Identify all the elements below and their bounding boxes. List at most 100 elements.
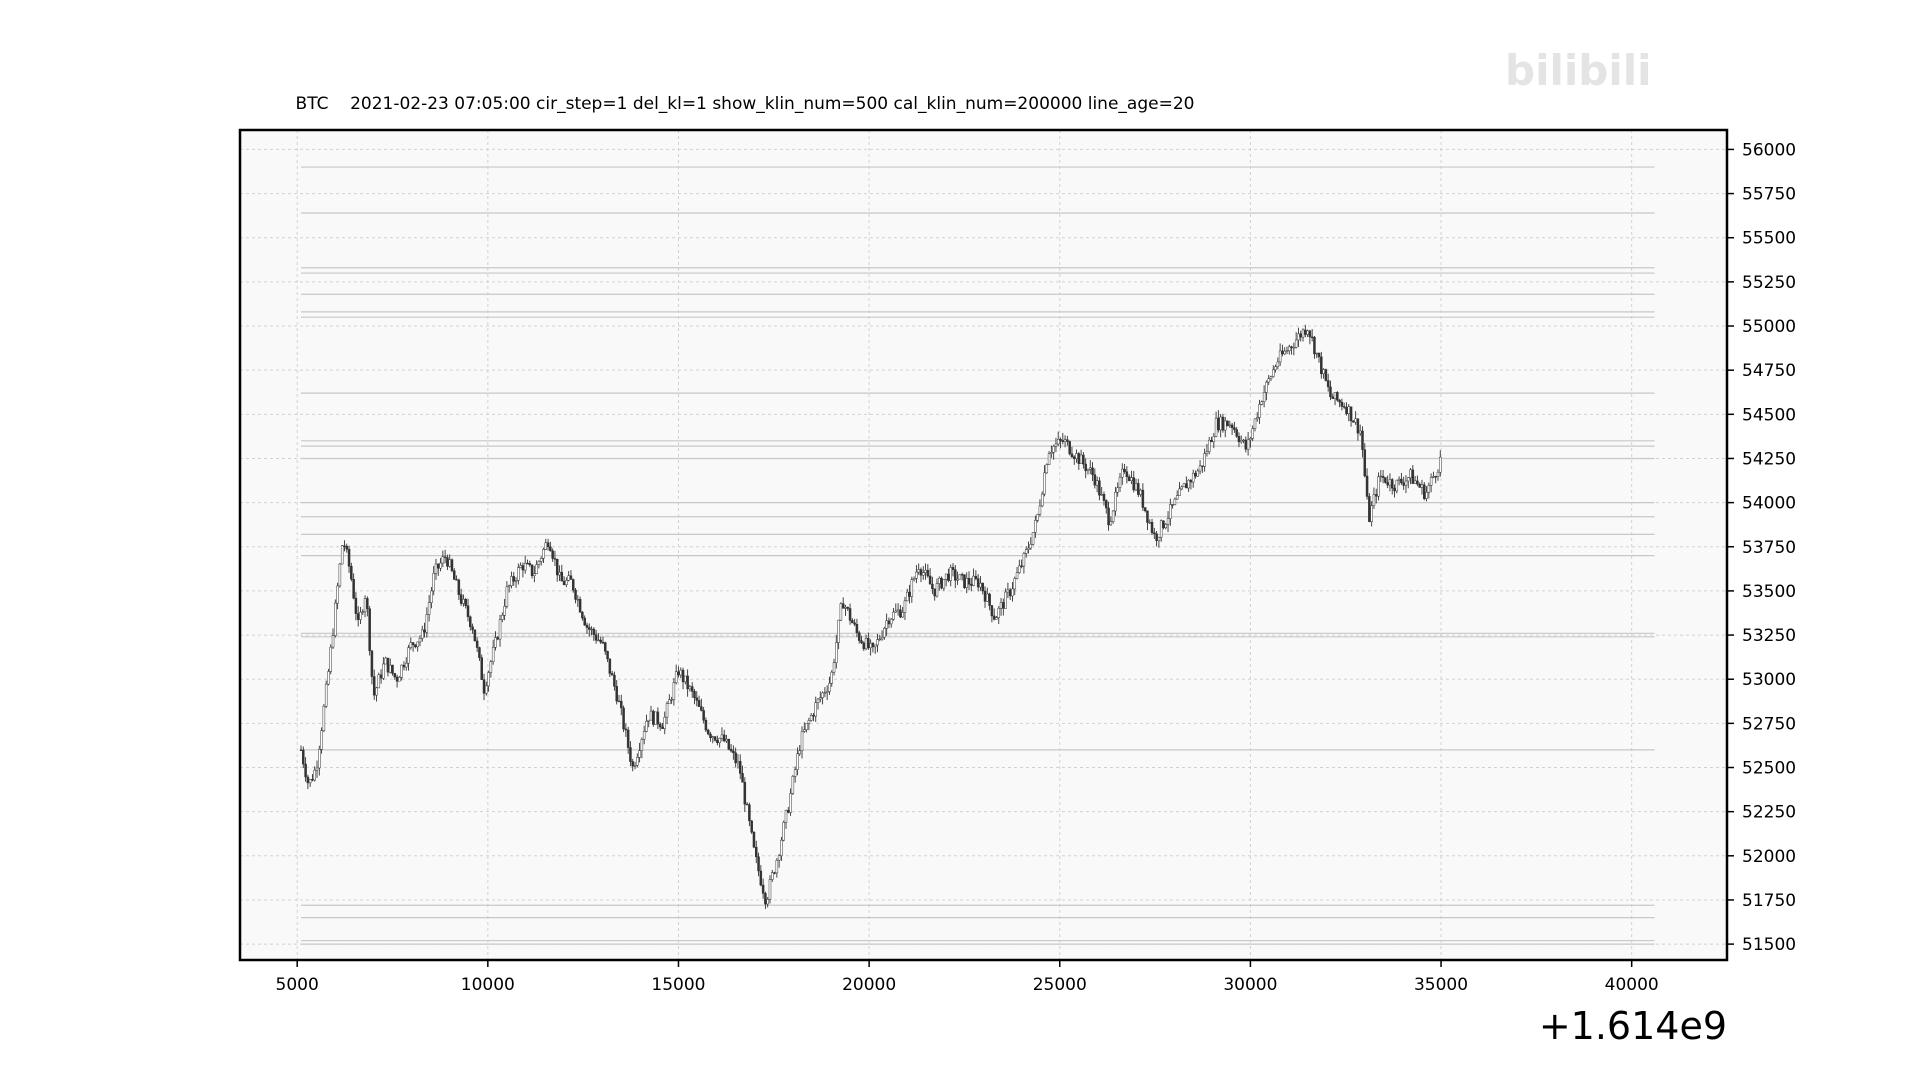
candle-body <box>917 569 920 573</box>
candle-body <box>1333 392 1337 399</box>
candle-body <box>1091 467 1094 475</box>
y-tick-label: 54500 <box>1742 405 1796 425</box>
candle-body <box>448 559 451 567</box>
candle-body <box>768 879 772 900</box>
candle-body <box>812 715 815 717</box>
candle-body <box>1290 346 1293 348</box>
candle-body <box>581 611 584 619</box>
candle-body <box>549 546 552 552</box>
candle-body <box>1413 480 1417 484</box>
candle-body <box>738 761 742 774</box>
watermark: bilibili <box>1505 46 1652 95</box>
candle-body <box>1134 483 1138 491</box>
candle-body <box>1265 381 1268 393</box>
candle-body <box>1045 464 1049 474</box>
candle-body <box>885 620 888 629</box>
candle-body <box>1404 480 1408 486</box>
candle-body <box>967 578 971 585</box>
candle-body <box>711 736 715 739</box>
candle-body <box>1276 361 1280 367</box>
candle-body <box>1221 416 1225 431</box>
candle-body <box>1395 479 1399 492</box>
candle-body <box>1107 507 1110 526</box>
candle-body <box>713 736 717 741</box>
candle-body <box>1397 478 1401 481</box>
candle-body <box>530 564 534 576</box>
candle-body <box>951 567 955 570</box>
candle-body <box>880 636 884 640</box>
candle-body <box>851 620 854 624</box>
y-tick-label: 53750 <box>1742 538 1796 558</box>
candle-body <box>1139 489 1142 495</box>
candle-body <box>1292 347 1296 349</box>
candle-body <box>629 747 632 762</box>
plot-area <box>240 130 1727 960</box>
candle-body <box>462 599 465 604</box>
candle-body <box>391 664 394 674</box>
candle-body <box>1072 456 1076 459</box>
candle-body <box>1020 565 1023 567</box>
candle-body <box>912 577 916 580</box>
candle-body <box>324 683 328 707</box>
candle-body <box>1326 380 1330 388</box>
y-tick-label: 56000 <box>1742 140 1796 160</box>
candle-body <box>379 674 383 679</box>
candle-body <box>1015 572 1019 579</box>
candle-body <box>757 856 760 872</box>
y-tick-label: 54750 <box>1742 361 1796 381</box>
candle-body <box>514 580 518 582</box>
candle-body <box>1409 469 1412 479</box>
candle-body <box>615 686 618 702</box>
candle-body <box>1297 333 1300 341</box>
candle-body <box>1267 378 1270 383</box>
candle-body <box>457 579 461 595</box>
candle-body <box>411 642 415 645</box>
candle-body <box>853 622 856 625</box>
candle-body <box>302 749 305 765</box>
candle-body <box>908 591 911 597</box>
candle-body <box>841 603 845 609</box>
candle-body <box>418 638 422 643</box>
candle-body <box>706 729 710 735</box>
candle-body <box>450 559 454 572</box>
candle-body <box>640 739 644 751</box>
candle-body <box>970 583 973 586</box>
candle-body <box>1207 439 1211 452</box>
candle-body <box>372 676 376 696</box>
candle-body <box>1111 510 1115 522</box>
candle-body <box>793 769 797 777</box>
candle-body <box>361 611 365 613</box>
candle-body <box>578 599 582 613</box>
candle-body <box>761 884 765 894</box>
candle-body <box>588 627 591 630</box>
candle-body <box>1429 477 1433 486</box>
candle-body <box>780 839 783 857</box>
candle-body <box>1365 475 1369 497</box>
candle-body <box>1411 469 1415 484</box>
candle-body <box>1013 578 1017 590</box>
candle-body <box>1388 479 1392 486</box>
candle-body <box>825 691 829 693</box>
candle-body <box>1262 392 1266 403</box>
candle-body <box>306 776 310 784</box>
candle-body <box>848 608 852 621</box>
candle-body <box>1393 487 1396 492</box>
candle-body <box>409 642 413 648</box>
candle-body <box>1349 406 1353 422</box>
candle-body <box>1198 465 1202 472</box>
candle-body <box>430 590 433 603</box>
candle-body <box>1036 514 1039 521</box>
candle-body <box>1175 495 1179 500</box>
candle-body <box>521 565 525 571</box>
candle-body <box>777 855 781 861</box>
candle-body <box>1237 436 1241 443</box>
candle-body <box>638 750 641 758</box>
candle-body <box>375 687 378 696</box>
candle-body <box>649 710 653 721</box>
candle-body <box>620 700 623 709</box>
candle-body <box>896 609 900 612</box>
x-tick-label: 15000 <box>651 975 705 995</box>
candle-body <box>1162 520 1165 529</box>
candle-body <box>334 602 337 636</box>
candle-body <box>471 626 474 631</box>
